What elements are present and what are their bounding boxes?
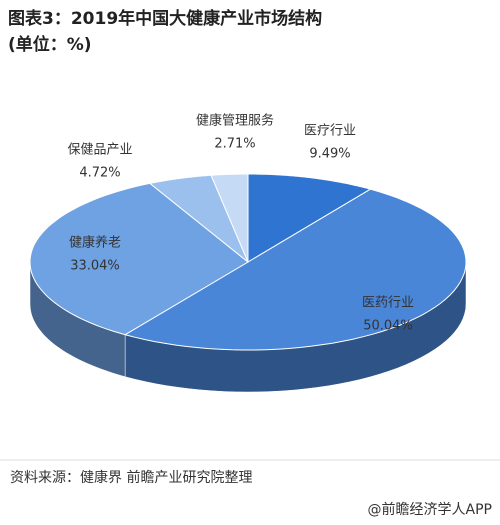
source: 资料来源：健康界 前瞻产业研究院整理 bbox=[10, 469, 252, 486]
title-box: 图表3：2019年中国大健康产业市场结构(单位：%) bbox=[8, 9, 323, 55]
slice bbox=[148, 174, 249, 263]
value-label: 4.72% bbox=[79, 166, 120, 181]
slice-label: 保健品产业 bbox=[67, 143, 132, 158]
slice-label: 医药行业 bbox=[362, 296, 414, 311]
value-label: 50.04% bbox=[363, 319, 413, 334]
slice bbox=[29, 182, 249, 336]
pie bbox=[29, 173, 467, 393]
value-label: 2.71% bbox=[214, 137, 255, 152]
slice bbox=[247, 173, 372, 263]
slice bbox=[123, 188, 467, 351]
slice bbox=[210, 173, 249, 263]
value-label: 9.49% bbox=[309, 147, 350, 162]
value-label: 33.04% bbox=[70, 259, 120, 274]
slice-label: 健康养老 bbox=[69, 235, 121, 251]
watermark: @前瞻经济学人APP bbox=[368, 501, 492, 518]
slice-label: 健康管理服务 bbox=[196, 113, 274, 129]
slice-label: 医疗行业 bbox=[304, 124, 356, 139]
chart-title: 图表3：2019年中国大健康产业市场结构(单位：%) bbox=[8, 9, 323, 55]
